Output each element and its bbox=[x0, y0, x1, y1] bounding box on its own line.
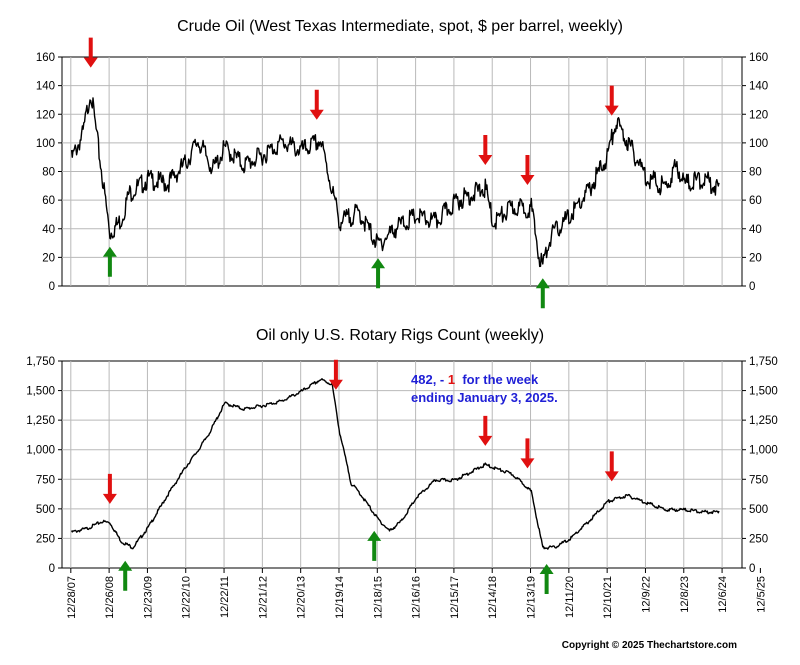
y-tick-label-right: 40 bbox=[749, 224, 762, 236]
up-arrow-icon bbox=[118, 560, 133, 591]
y-tick-label: 1,000 bbox=[26, 445, 55, 457]
y-tick-label-right: 0 bbox=[749, 281, 755, 293]
series-line bbox=[70, 97, 720, 268]
y-tick-label-right: 20 bbox=[749, 252, 762, 264]
x-tick-label: 12/16/16 bbox=[411, 576, 423, 619]
x-tick-label: 12/15/17 bbox=[449, 576, 461, 619]
copyright-credit: Copyright © 2025 Thechartstore.com bbox=[562, 640, 737, 651]
x-tick-label: 12/20/13 bbox=[296, 576, 308, 619]
y-tick-label-right: 100 bbox=[749, 138, 768, 150]
x-tick-label: 12/6/24 bbox=[717, 576, 729, 613]
y-tick-label: 160 bbox=[36, 52, 55, 64]
down-arrow-icon bbox=[604, 451, 619, 482]
y-tick-label: 100 bbox=[36, 138, 55, 150]
down-arrow-icon bbox=[328, 359, 343, 390]
y-tick-label: 80 bbox=[42, 167, 55, 179]
note-change: 1 bbox=[448, 372, 455, 387]
up-arrow-icon bbox=[102, 246, 117, 277]
y-tick-label-right: 140 bbox=[749, 81, 768, 93]
x-tick-label: 12/21/12 bbox=[257, 576, 269, 619]
rig-count-chart: 0 0 250 250 500 500 750 750 1,000 1,000 1,250 1,250… bbox=[26, 356, 778, 619]
down-arrow-icon bbox=[604, 85, 619, 116]
plot-area bbox=[61, 360, 743, 569]
x-tick-label: 12/22/10 bbox=[181, 576, 193, 619]
y-tick-label: 140 bbox=[36, 81, 55, 93]
y-tick-label: 60 bbox=[42, 195, 55, 207]
up-arrow-icon bbox=[535, 278, 550, 309]
note-period: for the week bbox=[455, 372, 539, 387]
top-chart-title: Crude Oil (West Texas Intermediate, spot… bbox=[177, 18, 623, 35]
x-tick-label: 12/23/09 bbox=[142, 576, 154, 619]
down-arrow-icon bbox=[102, 473, 117, 504]
x-tick-label: 12/19/14 bbox=[334, 576, 346, 619]
y-tick-label-right: 1,250 bbox=[749, 415, 778, 427]
rig-count-note-line2: ending January 3, 2025. bbox=[411, 390, 558, 405]
y-tick-label: 750 bbox=[36, 474, 55, 486]
y-tick-label: 0 bbox=[49, 281, 55, 293]
y-tick-label-right: 160 bbox=[749, 52, 768, 64]
y-tick-label: 120 bbox=[36, 109, 55, 121]
y-tick-label-right: 1,000 bbox=[749, 445, 778, 457]
x-tick-label: 12/14/18 bbox=[487, 576, 499, 619]
x-tick-label: 12/26/08 bbox=[104, 576, 116, 619]
bottom-chart-title: Oil only U.S. Rotary Rigs Count (weekly) bbox=[256, 327, 544, 344]
x-tick-label: 12/10/21 bbox=[602, 576, 614, 619]
x-tick-label: 12/28/07 bbox=[66, 576, 78, 619]
rig-count-note-line1: 482, - 1 for the week bbox=[411, 372, 539, 387]
up-arrow-icon bbox=[367, 530, 382, 561]
y-tick-label: 1,750 bbox=[26, 356, 55, 368]
y-tick-label-right: 1,500 bbox=[749, 386, 778, 398]
up-arrow-icon bbox=[371, 258, 386, 289]
crude-oil-chart: 0 0 20 20 40 40 60 60 80 80 100 100 120 120 140 140 160 1… bbox=[36, 37, 768, 309]
y-tick-label-right: 80 bbox=[749, 167, 762, 179]
y-tick-label: 250 bbox=[36, 533, 55, 545]
down-arrow-icon bbox=[309, 89, 324, 120]
y-tick-label: 0 bbox=[49, 563, 55, 575]
y-tick-label: 40 bbox=[42, 224, 55, 236]
y-tick-label-right: 0 bbox=[749, 563, 755, 575]
y-tick-label-right: 1,750 bbox=[749, 356, 778, 368]
y-tick-label: 1,250 bbox=[26, 415, 55, 427]
down-arrow-icon bbox=[520, 154, 535, 185]
x-tick-label: 12/11/20 bbox=[564, 576, 576, 618]
down-arrow-icon bbox=[478, 134, 493, 165]
x-tick-label: 12/13/19 bbox=[526, 576, 538, 619]
down-arrow-icon bbox=[520, 438, 535, 469]
y-tick-label: 20 bbox=[42, 252, 55, 264]
x-tick-label: 12/5/25 bbox=[755, 576, 767, 613]
series-line bbox=[70, 378, 720, 550]
note-value: 482, - bbox=[411, 372, 448, 387]
x-tick-label: 12/18/15 bbox=[372, 576, 384, 619]
y-tick-label-right: 250 bbox=[749, 533, 768, 545]
down-arrow-icon bbox=[478, 415, 493, 446]
x-tick-label: 12/9/22 bbox=[640, 576, 652, 613]
y-tick-label: 500 bbox=[36, 504, 55, 516]
y-tick-label-right: 750 bbox=[749, 474, 768, 486]
up-arrow-icon bbox=[539, 564, 554, 594]
x-tick-label: 12/22/11 bbox=[219, 576, 231, 618]
y-tick-label-right: 60 bbox=[749, 195, 762, 207]
x-tick-label: 12/8/23 bbox=[679, 576, 691, 613]
down-arrow-icon bbox=[83, 37, 98, 68]
y-tick-label-right: 120 bbox=[749, 109, 768, 121]
y-tick-label-right: 500 bbox=[749, 504, 768, 516]
y-tick-label: 1,500 bbox=[26, 386, 55, 398]
